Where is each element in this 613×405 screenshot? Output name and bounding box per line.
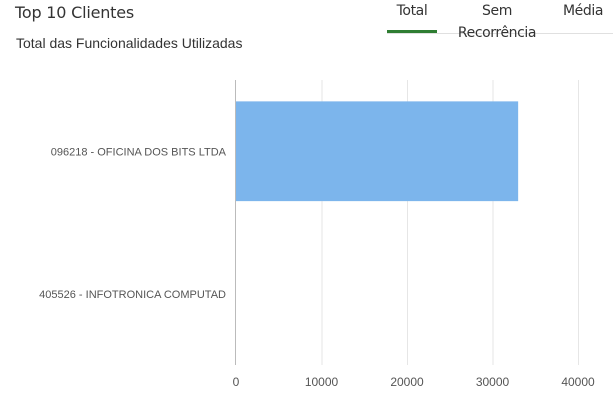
bar-0 <box>236 101 519 202</box>
x-tick-label-0: 0 <box>233 375 240 389</box>
tab-bar: Total Sem Recorrência Média <box>387 0 613 41</box>
x-tick-label-30000: 30000 <box>476 375 510 389</box>
tab-sem-recorrencia[interactable]: Sem Recorrência <box>457 3 537 41</box>
category-label-0: 096218 - OFICINA DOS BITS LTDA <box>51 146 227 158</box>
x-tick-label-10000: 10000 <box>305 375 339 389</box>
x-tick-label-40000: 40000 <box>561 375 595 389</box>
card-subtitle: Total das Funcionalidades Utilizadas <box>16 35 243 51</box>
tab-media[interactable]: Média <box>562 3 604 19</box>
category-label-1: 405526 - INFOTRONICA COMPUTAD <box>39 289 226 301</box>
tab-total[interactable]: Total <box>387 0 437 33</box>
card-title: Top 10 Clientes <box>15 3 135 22</box>
x-tick-label-20000: 20000 <box>390 375 424 389</box>
